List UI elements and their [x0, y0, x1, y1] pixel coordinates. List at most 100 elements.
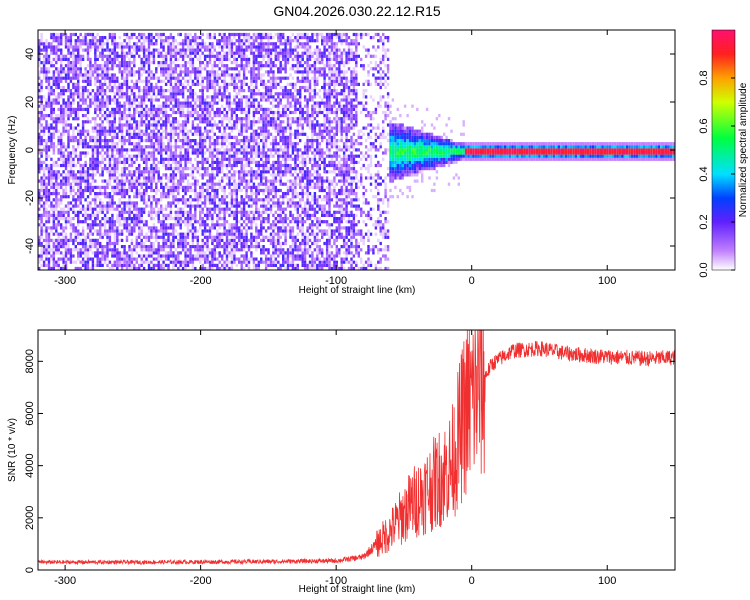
- heatmap-cell: [142, 210, 146, 214]
- heatmap-cell: [52, 57, 55, 61]
- heatmap-cell: [125, 139, 129, 143]
- heatmap-cell: [57, 201, 60, 205]
- heatmap-cell: [252, 39, 256, 43]
- heatmap-cell: [260, 36, 263, 40]
- heatmap-cell: [64, 76, 68, 80]
- heatmap-cell: [145, 170, 148, 174]
- heatmap-cell: [218, 98, 221, 102]
- heatmap-cell: [252, 89, 256, 93]
- heatmap-cell: [145, 185, 148, 189]
- heatmap-cell: [240, 54, 243, 58]
- heatmap-cell: [177, 201, 180, 205]
- heatmap-cell: [52, 101, 55, 105]
- heatmap-cell: [106, 151, 109, 155]
- heatmap-cell: [201, 157, 204, 161]
- heatmap-cell: [81, 195, 85, 199]
- heatmap-cell: [62, 154, 65, 158]
- heatmap-cell: [211, 195, 214, 199]
- heatmap-cell: [108, 173, 112, 177]
- heatmap-cell: [47, 167, 51, 171]
- heatmap-cell: [101, 251, 104, 255]
- heatmap-cell: [40, 48, 43, 52]
- heatmap-cell: [91, 64, 95, 68]
- heatmap-cell: [138, 92, 141, 96]
- heatmap-cell: [106, 251, 109, 255]
- heatmap-cell: [52, 117, 55, 121]
- heatmap-cell: [255, 110, 258, 115]
- heatmap-cell: [89, 213, 92, 217]
- heatmap-cell: [174, 148, 177, 152]
- heatmap-cell: [62, 129, 65, 133]
- heatmap-cell: [245, 110, 248, 115]
- heatmap-cell: [189, 32, 192, 37]
- heatmap-cell: [125, 157, 129, 161]
- heatmap-cell: [86, 64, 90, 68]
- heatmap-cell: [50, 139, 53, 143]
- heatmap-cell: [60, 154, 63, 158]
- heatmap-cell: [106, 39, 109, 43]
- heatmap-cell: [247, 160, 251, 164]
- heatmap-cell: [186, 204, 190, 208]
- heatmap-cell: [47, 123, 51, 127]
- heatmap-cell: [218, 107, 221, 111]
- heatmap-cell: [67, 70, 70, 74]
- heatmap-cell: [162, 157, 165, 161]
- heatmap-cell: [108, 198, 112, 202]
- heatmap-cell: [225, 123, 229, 127]
- heatmap-cell: [186, 154, 190, 158]
- heatmap-cell: [186, 145, 190, 149]
- heatmap-cell: [255, 120, 258, 124]
- heatmap-cell: [203, 45, 207, 49]
- heatmap-cell: [45, 51, 48, 55]
- heatmap-cell: [120, 217, 124, 221]
- heatmap-cell: [147, 238, 151, 242]
- heatmap-cell: [160, 157, 163, 161]
- heatmap-cell: [103, 213, 107, 217]
- heatmap-cell: [216, 245, 219, 249]
- heatmap-cell: [133, 245, 136, 249]
- heatmap-cell: [238, 85, 241, 90]
- heatmap-cell: [86, 142, 90, 146]
- heatmap-cell: [79, 192, 82, 196]
- heatmap-cell: [211, 95, 214, 99]
- heatmap-cell: [50, 64, 53, 68]
- heatmap-cell: [142, 176, 146, 180]
- heatmap-cell: [89, 76, 92, 80]
- heatmap-cell: [116, 76, 119, 80]
- heatmap-cell: [79, 238, 82, 242]
- heatmap-cell: [262, 176, 265, 180]
- heatmap-cell: [72, 48, 75, 52]
- heatmap-cell: [199, 245, 202, 249]
- heatmap-cell: [179, 160, 182, 164]
- heatmap-cell: [72, 51, 75, 55]
- heatmap-cell: [147, 79, 151, 83]
- heatmap-cell: [203, 229, 207, 233]
- heatmap-cell: [52, 76, 55, 80]
- heatmap-cell: [94, 92, 97, 96]
- heatmap-cell: [108, 154, 112, 158]
- heatmap-cell: [111, 170, 114, 174]
- heatmap-cell: [247, 85, 251, 90]
- heatmap-cell: [42, 132, 46, 136]
- heatmap-cell: [179, 238, 182, 242]
- heatmap-cell: [164, 64, 168, 68]
- heatmap-cell: [84, 79, 87, 83]
- heatmap-cell: [181, 92, 185, 96]
- heatmap-cell: [208, 192, 212, 196]
- heatmap-cell: [240, 213, 243, 217]
- heatmap-cell: [81, 85, 85, 90]
- heatmap-cell: [45, 79, 48, 83]
- heatmap-cell: [203, 245, 207, 249]
- heatmap-cell: [125, 229, 129, 233]
- heatmap-cell: [69, 36, 73, 40]
- heatmap-cell: [255, 198, 258, 202]
- heatmap-cell: [81, 42, 85, 46]
- heatmap-cell: [172, 51, 175, 55]
- heatmap-cell: [108, 157, 112, 161]
- heatmap-cell: [147, 135, 151, 139]
- heatmap-cell: [247, 182, 251, 186]
- heatmap-cell: [111, 220, 114, 224]
- heatmap-cell: [169, 251, 173, 255]
- heatmap-cell: [74, 67, 77, 71]
- heatmap-cell: [118, 120, 121, 124]
